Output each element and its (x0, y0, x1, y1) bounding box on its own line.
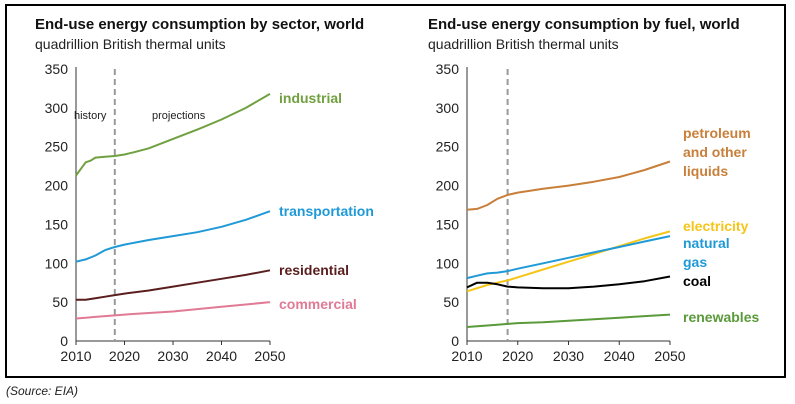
series-label-electricity: electricity (683, 218, 749, 234)
y-tick-label: 100 (436, 255, 460, 271)
y-tick-label: 150 (436, 216, 460, 232)
y-tick-label: 250 (436, 139, 460, 155)
x-tick-label: 2010 (60, 348, 91, 364)
y-tick-label: 0 (451, 333, 459, 349)
series-label-transportation: transportation (279, 203, 374, 219)
chart-sector: 0 50 100 150 200 250 300 350 2010 2020 2030 2040 205… (45, 61, 374, 364)
series-line-transportation (75, 210, 271, 263)
x-tick-label: 2030 (553, 348, 584, 364)
series-line-commercial (75, 301, 271, 320)
series-line-coal (466, 275, 671, 290)
y-tick-label: 300 (45, 100, 69, 116)
y-tick-label: 200 (45, 178, 69, 194)
source-note: (Source: EIA) (6, 384, 79, 398)
series-label-commercial: commercial (279, 296, 357, 312)
x-tick-label: 2040 (604, 348, 635, 364)
series-line-petroleum-and-other-liquids (466, 160, 671, 211)
y-tick-label: 300 (436, 100, 460, 116)
left-chart-title: End-use energy consumption by sector, wo… (35, 16, 365, 33)
y-tick-label: 150 (45, 216, 69, 232)
series-line-industrial (75, 93, 271, 177)
x-tick-label: 2030 (157, 348, 188, 364)
series-label-coal: coal (683, 273, 711, 289)
series-line-residential (76, 269, 271, 301)
series-line-natural-gas (466, 235, 671, 280)
figure-frame (5, 4, 786, 378)
annotation-history: history (74, 110, 107, 122)
right-chart-title: End-use energy consumption by fuel, worl… (428, 16, 740, 33)
right-chart-subtitle: quadrillion British thermal units (428, 36, 619, 52)
y-tick-label: 50 (443, 294, 459, 310)
x-tick-label: 2040 (206, 348, 237, 364)
y-tick-label: 100 (45, 255, 69, 271)
y-tick-label: 250 (45, 139, 69, 155)
series-label-residential: residential (279, 262, 349, 278)
series-line-electricity (466, 230, 671, 293)
y-tick-label: 50 (52, 294, 68, 310)
series-label-natural-gas: natural gas (683, 235, 730, 270)
series-line-renewables (466, 313, 671, 328)
series-label-industrial: industrial (279, 90, 342, 106)
annotation-projections: projections (152, 110, 206, 122)
chart-fuel: 0 50 100 150 200 250 300 350 2010 2020 2030 2040 205… (436, 61, 760, 364)
x-tick-label: 2010 (451, 348, 482, 364)
left-chart-subtitle: quadrillion British thermal units (35, 36, 226, 52)
y-tick-label: 0 (60, 333, 68, 349)
x-tick-label: 2020 (502, 348, 533, 364)
x-tick-label: 2020 (109, 348, 140, 364)
y-tick-label: 350 (436, 61, 460, 77)
x-tick-label: 2050 (654, 348, 685, 364)
series-label-petroleum-and-other-liquids: petroleum and other liquids (683, 125, 751, 179)
y-tick-label: 200 (436, 178, 460, 194)
x-tick-label: 2050 (254, 348, 285, 364)
y-tick-label: 350 (45, 61, 69, 77)
series-label-renewables: renewables (683, 309, 759, 325)
